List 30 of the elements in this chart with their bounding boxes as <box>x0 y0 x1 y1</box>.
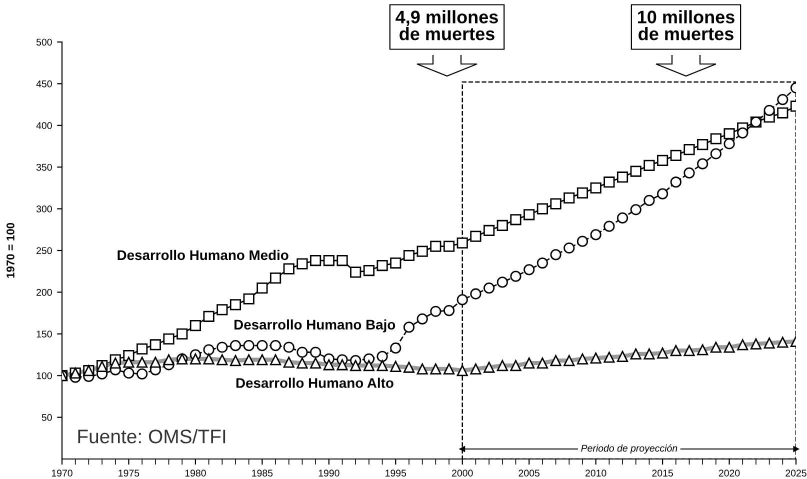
x-tick-label: 2015 <box>652 470 673 477</box>
y-tick-label: 50 <box>42 414 52 421</box>
x-tick-label: 1990 <box>318 470 340 477</box>
y-tick-label: 200 <box>36 288 52 296</box>
y-tick-label: 300 <box>36 206 52 212</box>
x-tick-label: 1985 <box>252 470 273 477</box>
y-tick-label: 100 <box>36 372 52 380</box>
x-tick-label: 2005 <box>518 470 540 477</box>
text: 10 millones de muertes <box>638 10 734 40</box>
y-tick-label: 350 <box>36 164 52 171</box>
y-tick-label: 150 <box>36 330 52 338</box>
y-tick-label: 500 <box>36 38 52 46</box>
y-tick-label: 400 <box>36 122 52 130</box>
series-label: Desarrollo Humano Medio <box>118 250 288 260</box>
x-tick-label: 2010 <box>585 470 606 477</box>
series-label: Desarrollo Humano Alto <box>236 378 394 388</box>
series-label: Desarrollo Humano Bajo <box>234 319 396 332</box>
x-tick-label: 2020 <box>718 470 740 477</box>
y-tick-label: 250 <box>36 247 52 254</box>
x-tick-label: 2000 <box>452 470 473 477</box>
annotation: Fuente: OMS/TFI <box>78 429 226 444</box>
band-label: Periodo de proyección <box>581 444 678 454</box>
text: 4,9 millones de muertes <box>396 10 498 40</box>
x-tick-label: 1975 <box>118 470 140 477</box>
x-tick-label: 1970 <box>52 470 72 477</box>
x-tick-label: 2025 <box>786 470 806 477</box>
x-tick-label: 1980 <box>185 470 206 477</box>
y-axis-title: 1970 = 100 <box>6 222 14 278</box>
x-tick-label: 1995 <box>386 470 406 477</box>
y-tick-label: 450 <box>36 80 52 88</box>
